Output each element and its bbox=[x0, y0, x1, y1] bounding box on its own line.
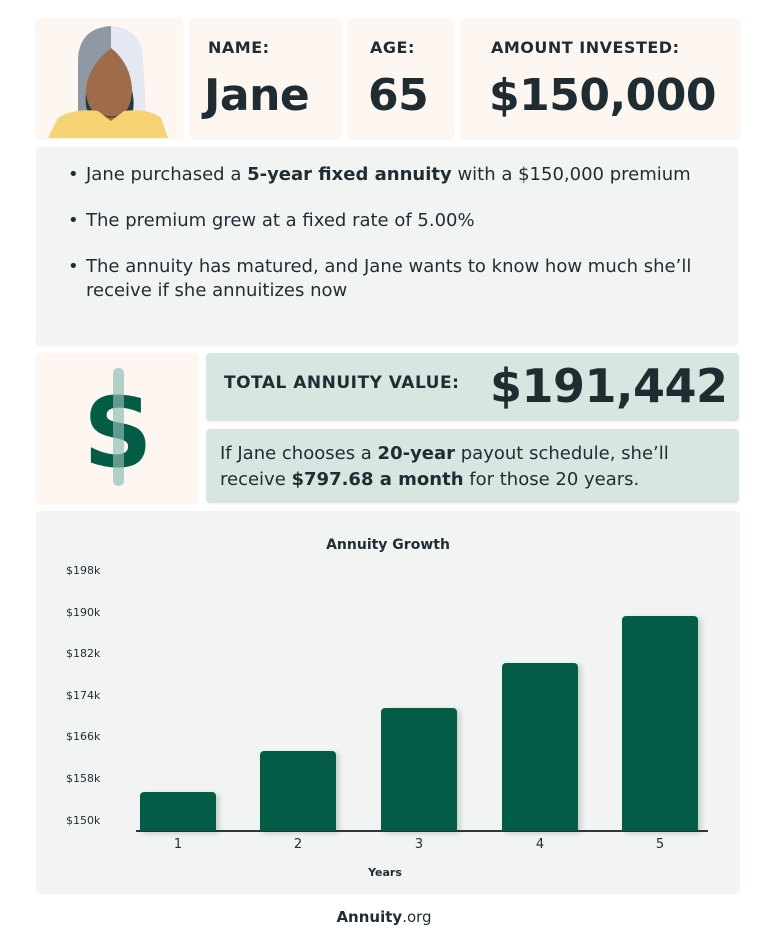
x-tick-label: 1 bbox=[173, 837, 183, 852]
bullet-item: Jane purchased a 5-year fixed annuity wi… bbox=[66, 163, 708, 187]
y-tick-label: $150k bbox=[66, 813, 101, 827]
x-axis-label: Years bbox=[368, 866, 402, 879]
bar-year-4 bbox=[502, 662, 578, 831]
y-tick-label: $198k bbox=[66, 564, 101, 577]
total-value: $191,442 bbox=[490, 359, 728, 413]
amount-label: AMOUNT INVESTED: bbox=[491, 38, 680, 57]
x-tick-label: 4 bbox=[535, 837, 545, 852]
total-value-label: TOTAL ANNUITY VALUE: bbox=[224, 373, 460, 393]
age-card: AGE: 65 bbox=[348, 18, 454, 138]
name-label: NAME: bbox=[208, 38, 270, 57]
payout-card: If Jane chooses a 20-year payout schedul… bbox=[206, 429, 739, 503]
dollar-sign-icon: S bbox=[83, 368, 153, 489]
bullet-item: The premium grew at a fixed rate of 5.00… bbox=[66, 209, 708, 233]
bar-year-1 bbox=[140, 792, 216, 831]
bar-year-3 bbox=[381, 708, 457, 831]
bullet-item: The annuity has matured, and Jane wants … bbox=[66, 255, 708, 303]
x-tick-label: 2 bbox=[293, 837, 303, 852]
name-card: NAME: Jane bbox=[190, 18, 341, 138]
annuity-growth-chart: Annuity Growth $198k $190k $182k $174k $166k… bbox=[36, 511, 740, 893]
dollar-card: S bbox=[36, 353, 198, 503]
y-tick-label: $158k bbox=[66, 772, 101, 785]
y-tick-label: $166k bbox=[66, 730, 101, 744]
amount-card: AMOUNT INVESTED: $150,000 bbox=[461, 18, 740, 138]
y-tick-label: $182k bbox=[66, 647, 101, 661]
x-tick-label: 3 bbox=[414, 837, 424, 852]
total-value-card: TOTAL ANNUITY VALUE: $191,442 bbox=[206, 353, 739, 421]
brand-logo: Annuity.org bbox=[336, 908, 432, 926]
name-value: Jane bbox=[204, 70, 310, 121]
monthly-payout: $797.68 a month bbox=[291, 469, 464, 490]
y-tick-label: $190k bbox=[66, 605, 101, 619]
age-value: 65 bbox=[368, 70, 429, 121]
x-tick-label: 5 bbox=[655, 837, 665, 852]
scenario-bullets: Jane purchased a 5-year fixed annuity wi… bbox=[36, 147, 738, 345]
bar-year-2 bbox=[260, 751, 336, 831]
payout-term: 20-year bbox=[377, 443, 456, 464]
age-label: AGE: bbox=[370, 38, 415, 57]
chart-title: Annuity Growth bbox=[326, 537, 450, 553]
avatar bbox=[36, 18, 183, 138]
bar-year-5 bbox=[622, 615, 698, 831]
y-tick-label: $174k bbox=[66, 688, 101, 702]
amount-value: $150,000 bbox=[489, 70, 717, 121]
woman-avatar-icon bbox=[48, 26, 168, 138]
